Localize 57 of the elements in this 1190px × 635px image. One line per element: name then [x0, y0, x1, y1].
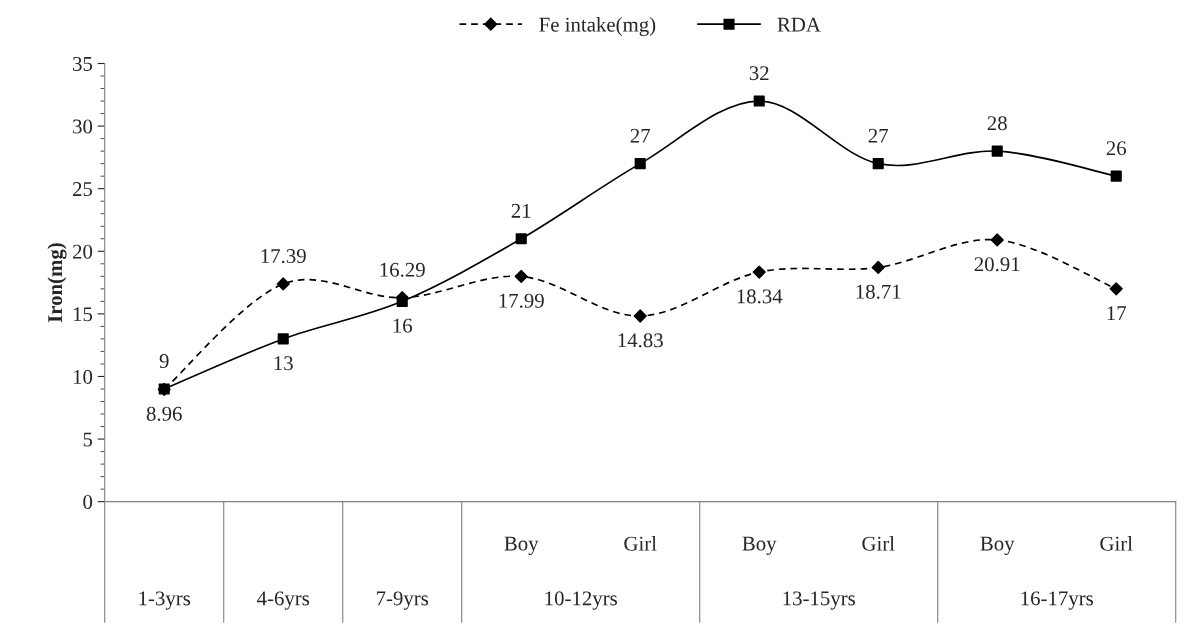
- data-label: 27: [868, 128, 889, 143]
- data-label: 17.39: [261, 249, 306, 264]
- y-tick-label: 25: [73, 182, 93, 197]
- text: 10-12yrs: [545, 591, 617, 610]
- data-label: 16: [393, 318, 413, 333]
- point: [871, 260, 885, 275]
- point: [752, 265, 766, 279]
- data-label: 20.91: [974, 257, 1020, 272]
- data-label: 32: [749, 66, 769, 81]
- y-tick-label: 35: [73, 56, 93, 71]
- data-label: 27: [630, 128, 651, 143]
- text: 13-15yrs: [783, 591, 855, 610]
- y-tick-label: 15: [73, 307, 93, 322]
- data-label: 13: [274, 356, 293, 371]
- x-tick-label: Boy: [742, 536, 777, 555]
- y-tick-label: 10: [73, 369, 93, 384]
- x-tick-label: Girl: [624, 536, 657, 551]
- data-label: 18.34: [737, 289, 783, 304]
- point: [991, 145, 1003, 157]
- data-label: 14.83: [618, 333, 663, 348]
- point: [276, 277, 290, 291]
- data-label: 17.99: [499, 293, 544, 308]
- point: [990, 233, 1004, 247]
- point: [1109, 282, 1123, 296]
- point: [158, 383, 170, 395]
- legend-label: RDA: [777, 17, 821, 32]
- y-axis-title: Iron(mg): [47, 243, 67, 323]
- data-label: 17: [1107, 306, 1127, 320]
- data-label: 26: [1106, 141, 1127, 156]
- point: [515, 233, 527, 245]
- y-tick-label: 5: [83, 432, 93, 447]
- point: [872, 158, 884, 170]
- y-tick-label: 30: [73, 119, 93, 134]
- y-tick-label: 20: [73, 244, 93, 259]
- point: [514, 269, 528, 284]
- text: 4-6yrs: [257, 591, 310, 610]
- text: 1-3yrs: [139, 591, 191, 610]
- x-tick-label: Boy: [504, 536, 539, 555]
- data-label: 8.96: [146, 406, 182, 421]
- data-label: 28: [987, 116, 1007, 131]
- point: [633, 309, 647, 323]
- y-tick-label: 0: [83, 495, 93, 510]
- x-tick-label: Boy: [980, 536, 1015, 555]
- point: [634, 158, 646, 170]
- legend-label: Fe intake(mg): [539, 17, 656, 36]
- data-label: 16.29: [380, 262, 425, 277]
- text: 16-17yrs: [1021, 591, 1093, 610]
- point: [396, 295, 408, 307]
- data-label: 21: [511, 203, 531, 218]
- point: [277, 333, 289, 345]
- point: [753, 95, 765, 107]
- data-label: 18.71: [856, 284, 901, 299]
- x-tick-label: Girl: [862, 536, 895, 551]
- text: 7-9yrs: [376, 591, 429, 610]
- data-label: 9: [159, 354, 169, 369]
- point: [1110, 170, 1122, 182]
- x-tick-label: Girl: [1100, 536, 1133, 551]
